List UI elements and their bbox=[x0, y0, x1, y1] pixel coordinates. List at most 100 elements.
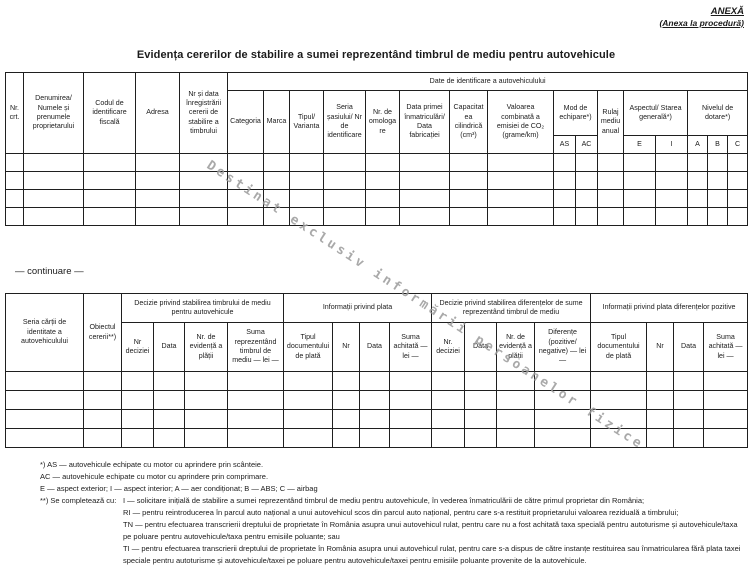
table-row bbox=[5, 171, 749, 190]
empty-cell bbox=[553, 207, 576, 226]
col-a: A bbox=[687, 135, 708, 154]
empty-cell bbox=[83, 390, 122, 410]
col-i: I bbox=[655, 135, 688, 154]
empty-cell bbox=[179, 153, 228, 172]
empty-cell bbox=[534, 409, 592, 429]
empty-cell bbox=[153, 371, 185, 391]
empty-cell bbox=[707, 207, 728, 226]
footnote-as: *) AS — autovehicule echipate cu motor c… bbox=[40, 460, 264, 469]
empty-cell bbox=[575, 207, 598, 226]
col-decision-date: Data bbox=[153, 322, 185, 372]
empty-cell bbox=[5, 171, 24, 190]
empty-cell bbox=[153, 428, 185, 448]
empty-cell bbox=[135, 171, 180, 190]
empty-cell bbox=[464, 409, 498, 429]
footnote-entries: I — solicitare inițială de stabilire a s… bbox=[123, 495, 746, 567]
footnote-entry-ti: TI — pentru efectuarea transcrierii drep… bbox=[123, 544, 741, 565]
col-diff-nr: Nr bbox=[646, 322, 675, 372]
empty-cell bbox=[388, 371, 433, 391]
empty-cell bbox=[399, 207, 450, 226]
col-fiscal-code: Codul de identificare fiscală bbox=[83, 72, 136, 154]
empty-cell bbox=[227, 207, 264, 226]
empty-cell bbox=[590, 409, 648, 429]
empty-cell bbox=[707, 171, 728, 190]
empty-cell bbox=[399, 153, 450, 172]
empty-cell bbox=[83, 409, 122, 429]
group-differences-decision: Decizie privind stabilirea diferențelor … bbox=[431, 293, 592, 323]
empty-cell bbox=[623, 207, 656, 226]
empty-cell bbox=[283, 409, 333, 429]
empty-cell bbox=[121, 428, 154, 448]
empty-cell bbox=[726, 171, 749, 190]
empty-cell bbox=[496, 409, 536, 429]
empty-cell bbox=[5, 409, 84, 429]
empty-cell bbox=[5, 428, 84, 448]
col-owner: Denumirea/ Numele și prenumele proprieta… bbox=[23, 72, 84, 154]
footnote-entry-i: I — solicitare inițială de stabilire a s… bbox=[123, 496, 645, 505]
col-payment-date: Data bbox=[359, 322, 390, 372]
group-aspect-state: Aspectul/ Starea generală*) bbox=[623, 90, 688, 136]
col-e: E bbox=[623, 135, 656, 154]
col-diff-decision-date: Data bbox=[464, 322, 498, 372]
col-category: Categoria bbox=[227, 90, 264, 154]
empty-cell bbox=[323, 207, 366, 226]
empty-cell bbox=[184, 409, 228, 429]
empty-cell bbox=[623, 171, 656, 190]
empty-cell bbox=[83, 189, 136, 208]
continuation-label: — continuare — bbox=[15, 266, 84, 277]
empty-cell bbox=[431, 371, 466, 391]
empty-cell bbox=[597, 171, 624, 190]
empty-cell bbox=[703, 390, 749, 410]
empty-cell bbox=[399, 171, 450, 190]
empty-cell bbox=[534, 428, 592, 448]
annex-label: ANEXĂ bbox=[710, 6, 744, 17]
empty-cell bbox=[289, 207, 324, 226]
empty-cell bbox=[332, 428, 360, 448]
empty-cell bbox=[227, 189, 264, 208]
empty-cell bbox=[553, 153, 576, 172]
col-brand: Marca bbox=[263, 90, 290, 154]
empty-cell bbox=[135, 189, 180, 208]
col-approval-number: Nr. de omologare bbox=[365, 90, 400, 154]
empty-cell bbox=[289, 189, 324, 208]
empty-cell bbox=[263, 153, 290, 172]
empty-cell bbox=[289, 171, 324, 190]
table-row bbox=[5, 207, 749, 226]
col-payment-nr: Nr bbox=[332, 322, 360, 372]
group-payment-info: Informații privind plata bbox=[282, 293, 433, 323]
empty-cell bbox=[332, 371, 360, 391]
empty-cell bbox=[496, 428, 536, 448]
empty-cell bbox=[496, 390, 536, 410]
col-diff-paid-sum: Suma achitată — lei — bbox=[703, 322, 749, 372]
empty-cell bbox=[5, 390, 84, 410]
col-chassis-series: Seria șasiului/ Nr de identificare bbox=[323, 90, 366, 154]
empty-cell bbox=[707, 189, 728, 208]
footnotes: *) AS — autovehicule echipate cu motor c… bbox=[40, 459, 746, 567]
empty-cell bbox=[673, 409, 705, 429]
empty-cell bbox=[323, 189, 366, 208]
empty-cell bbox=[449, 207, 488, 226]
empty-cell bbox=[590, 390, 648, 410]
empty-cell bbox=[23, 171, 84, 190]
empty-cell bbox=[179, 171, 228, 190]
col-payment-record-number: Nr. de evidență a plății bbox=[184, 322, 228, 372]
empty-cell bbox=[184, 428, 228, 448]
empty-cell bbox=[687, 189, 708, 208]
empty-cell bbox=[83, 428, 122, 448]
footnote-ac: AC — autovehicule echipate cu motor cu a… bbox=[40, 472, 269, 481]
empty-cell bbox=[135, 207, 180, 226]
col-differences: Diferențe (pozitive/ negative) — lei — bbox=[534, 322, 592, 372]
empty-cell bbox=[673, 371, 705, 391]
empty-cell bbox=[726, 153, 749, 172]
empty-cell bbox=[227, 153, 264, 172]
empty-cell bbox=[534, 371, 592, 391]
col-nr-crt: Nr. crt. bbox=[5, 72, 24, 154]
footnote-entry-tn: TN — pentru efectuarea transcrierii drep… bbox=[123, 520, 738, 541]
empty-cell bbox=[227, 371, 284, 391]
empty-cell bbox=[464, 371, 498, 391]
empty-cell bbox=[359, 371, 390, 391]
page-title: Evidența cererilor de stabilire a sumei … bbox=[136, 49, 616, 61]
empty-cell bbox=[184, 371, 228, 391]
empty-cell bbox=[289, 153, 324, 172]
empty-cell bbox=[5, 207, 24, 226]
